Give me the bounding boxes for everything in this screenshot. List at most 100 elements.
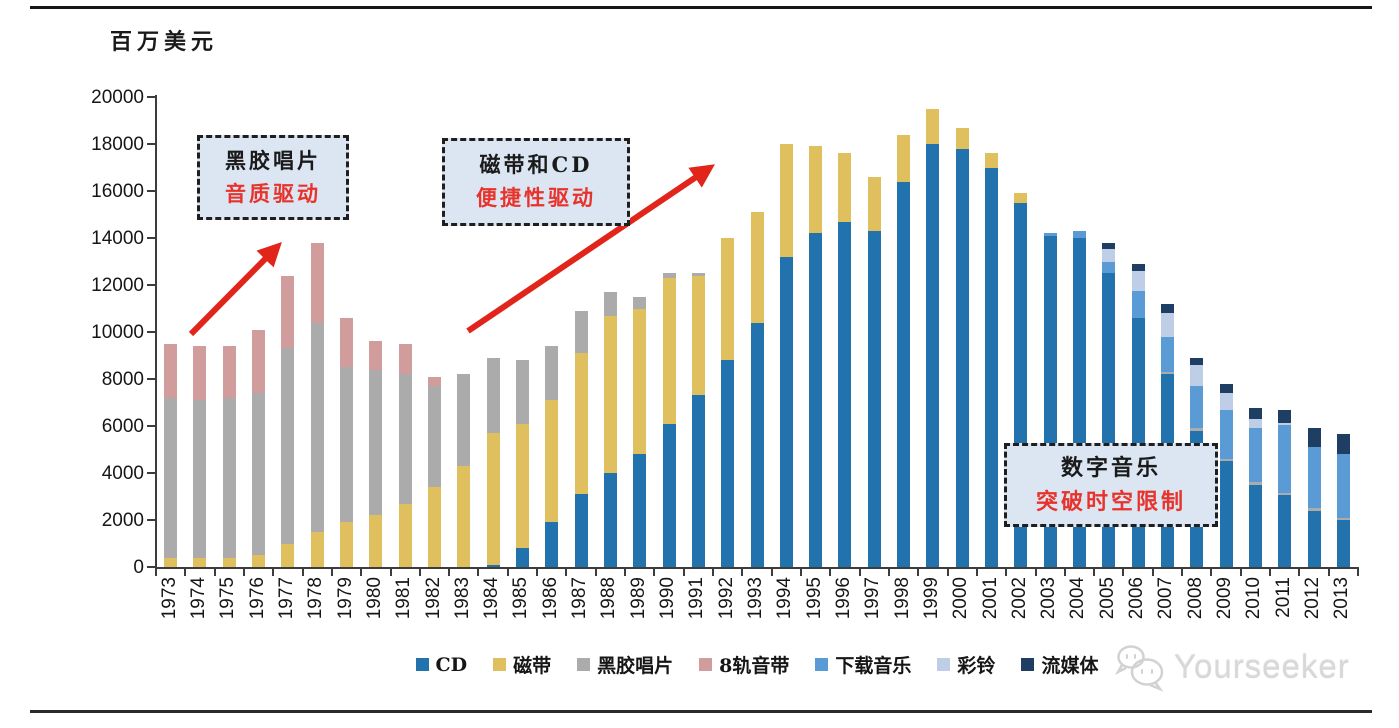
x-tick-mark	[975, 569, 978, 576]
segment-黑胶唱片-2013	[1336, 517, 1350, 520]
y-tick-label-14000: 14000	[91, 228, 144, 249]
legend-item-流媒体: 流媒体	[1021, 651, 1098, 678]
segment-黑胶唱片-1986	[545, 346, 559, 401]
legend-label-流媒体: 流媒体	[1041, 655, 1099, 677]
plot-area	[156, 97, 1358, 567]
x-label-2004: 2004	[1067, 577, 1089, 620]
segment-磁带-1998	[897, 134, 911, 182]
legend-item-下载音乐: 下载音乐	[815, 651, 911, 678]
x-axis-line	[155, 567, 1359, 569]
x-label-1977: 1977	[275, 577, 297, 620]
y-tick-mark	[147, 237, 156, 239]
x-tick-mark	[1034, 569, 1037, 576]
segment-磁带-1977	[281, 543, 295, 567]
bar-1998	[897, 134, 911, 567]
annotation-vinyl: 黑胶唱片 音质驱动	[197, 135, 349, 220]
segment-CD-1996	[838, 221, 852, 567]
bar-1977	[281, 275, 295, 567]
segment-CD-1993	[750, 322, 764, 567]
x-label-2009: 2009	[1214, 577, 1236, 620]
bar-1984	[486, 357, 500, 567]
segment-黑胶唱片-1975	[222, 397, 236, 558]
segment-黑胶唱片-1984	[486, 357, 500, 434]
segment-CD-1985	[515, 548, 529, 567]
x-tick-mark	[770, 569, 773, 576]
x-tick-mark	[565, 569, 568, 576]
segment-CD-2010	[1248, 484, 1262, 567]
segment-CD-1989	[633, 454, 647, 567]
x-label-1991: 1991	[686, 577, 708, 620]
x-tick-mark	[624, 569, 627, 576]
y-tick-mark	[147, 143, 156, 145]
watermark: Yourseeker	[1112, 642, 1350, 692]
annotation-cassette-cd-title: 磁带和CD	[479, 152, 593, 178]
x-label-2002: 2002	[1008, 577, 1030, 620]
segment-8轨音带-1982	[428, 376, 441, 387]
bar-1988	[603, 292, 617, 567]
bar-2009	[1219, 383, 1233, 567]
annotation-digital-subtitle: 突破时空限制	[1035, 489, 1186, 515]
segment-8轨音带-1977	[281, 275, 295, 349]
x-label-1992: 1992	[715, 577, 737, 620]
x-tick-mark	[506, 569, 509, 576]
annotation-vinyl-subtitle: 音质驱动	[225, 180, 321, 206]
top-divider	[30, 6, 1372, 9]
x-tick-mark	[946, 569, 949, 576]
x-tick-mark	[712, 569, 715, 576]
legend-swatch-CD	[415, 658, 429, 671]
segment-黑胶唱片-1977	[281, 348, 295, 544]
x-label-1979: 1979	[334, 577, 356, 620]
segment-磁带-1980	[369, 515, 383, 567]
bar-1974	[193, 346, 207, 567]
legend-label-CD: CD	[435, 653, 468, 676]
segment-磁带-1978	[310, 531, 324, 567]
segment-磁带-1993	[750, 212, 764, 323]
legend: CD 磁带 黑胶唱片 8轨音带 下载音乐 彩铃 流媒体	[156, 651, 1358, 678]
legend-label-磁带: 磁带	[513, 655, 552, 677]
x-tick-mark	[887, 569, 890, 576]
x-label-1975: 1975	[217, 577, 239, 620]
segment-磁带-1985	[515, 423, 529, 549]
segment-CD-2000	[955, 148, 969, 567]
x-tick-mark	[1093, 569, 1096, 576]
x-label-1985: 1985	[510, 577, 532, 620]
y-tick-label-6000: 6000	[101, 416, 144, 437]
x-tick-mark	[536, 569, 539, 576]
segment-8轨音带-1981	[398, 343, 412, 375]
segment-下载音乐-2004	[1072, 230, 1086, 238]
segment-黑胶唱片-1973	[164, 397, 178, 558]
segment-下载音乐-2013	[1336, 454, 1350, 518]
x-tick-mark	[330, 569, 333, 576]
bar-2000	[955, 127, 969, 567]
bar-1985	[515, 360, 529, 567]
segment-CD-1998	[897, 181, 911, 567]
y-tick-label-18000: 18000	[91, 134, 144, 155]
segment-磁带-1995	[809, 146, 823, 234]
bar-1995	[809, 146, 823, 567]
x-tick-mark	[1357, 569, 1359, 576]
legend-item-磁带: 磁带	[493, 651, 551, 678]
segment-下载音乐-2008	[1190, 386, 1204, 429]
x-tick-mark	[1181, 569, 1184, 576]
y-tick-mark	[147, 284, 156, 286]
segment-8轨音带-1979	[340, 317, 354, 368]
segment-CD-1984	[486, 564, 500, 567]
segment-黑胶唱片-1978	[310, 322, 324, 532]
bar-2011	[1278, 409, 1292, 567]
x-tick-mark	[1239, 569, 1242, 576]
x-tick-mark	[184, 569, 187, 576]
x-tick-mark	[917, 569, 920, 576]
x-label-2000: 2000	[950, 577, 972, 620]
annotation-digital: 数字音乐 突破时空限制	[1004, 443, 1218, 527]
y-tick-mark	[147, 519, 156, 521]
x-tick-mark	[213, 569, 216, 576]
legend-swatch-彩铃	[937, 658, 951, 671]
bar-1982	[428, 376, 441, 567]
segment-下载音乐-2009	[1219, 409, 1233, 459]
x-label-2001: 2001	[979, 577, 1001, 620]
segment-8轨音带-1975	[222, 346, 236, 398]
legend-item-彩铃: 彩铃	[937, 651, 995, 678]
bar-1976	[252, 329, 266, 567]
bar-1994	[779, 144, 793, 567]
annotation-cassette-cd: 磁带和CD 便捷性驱动	[442, 138, 630, 226]
